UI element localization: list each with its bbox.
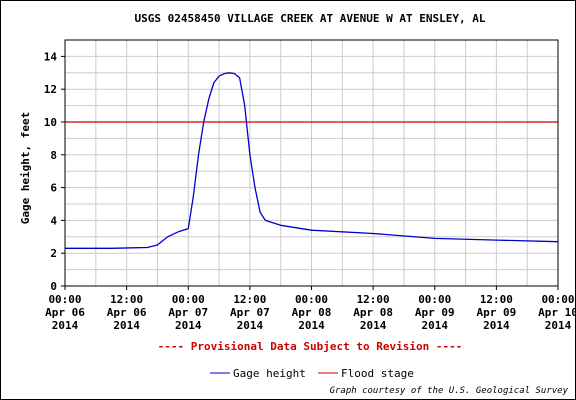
plot-area-border — [64, 39, 559, 287]
legend-label-flood-stage: Flood stage — [341, 367, 414, 380]
x-tick-label: 2014 — [360, 319, 387, 332]
x-tick-label: 12:00 — [357, 293, 390, 306]
series-line-gage-height — [65, 72, 559, 249]
x-tick-label: Apr 06 — [107, 306, 147, 319]
x-tick-label: 2014 — [175, 319, 202, 332]
y-tick-label: 10 — [44, 116, 57, 129]
legend-label-gage-height: Gage height — [233, 367, 306, 380]
y-tick-label: 8 — [50, 149, 57, 162]
x-tick-label: Apr 08 — [353, 306, 393, 319]
x-tick-label: 12:00 — [233, 293, 266, 306]
x-tick-label: 12:00 — [110, 293, 143, 306]
y-tick-label: 4 — [50, 214, 57, 227]
x-tick-label: 2014 — [237, 319, 264, 332]
x-tick-label: 2014 — [545, 319, 572, 332]
x-tick-label: 2014 — [298, 319, 325, 332]
y-tick-label: 2 — [50, 247, 57, 260]
y-tick-label: 12 — [44, 83, 57, 96]
x-tick-label: 12:00 — [480, 293, 513, 306]
x-tick-label: 2014 — [422, 319, 449, 332]
y-tick-label: 0 — [50, 280, 57, 293]
x-tick-label: 2014 — [52, 319, 79, 332]
x-tick-label: Apr 10 — [538, 306, 576, 319]
chart-title: USGS 02458450 VILLAGE CREEK AT AVENUE W … — [135, 12, 486, 25]
x-tick-label: 00:00 — [418, 293, 451, 306]
x-tick-label: 00:00 — [541, 293, 574, 306]
gridlines — [65, 40, 558, 286]
y-axis-label: Gage height, feet — [19, 112, 32, 225]
x-tick-label: Apr 09 — [415, 306, 455, 319]
y-tick-label: 14 — [44, 50, 58, 63]
x-tick-label: Apr 06 — [45, 306, 85, 319]
usgs-credit: Graph courtesy of the U.S. Geological Su… — [330, 386, 569, 396]
x-tick-label: Apr 09 — [477, 306, 517, 319]
y-tick-label: 6 — [50, 182, 57, 195]
x-tick-label: Apr 07 — [168, 306, 208, 319]
x-tick-label: 00:00 — [48, 293, 81, 306]
x-tick-label: 2014 — [113, 319, 140, 332]
x-tick-label: Apr 08 — [292, 306, 332, 319]
y-axis-ticks: 0 2 4 6 8 10 12 14 — [44, 50, 65, 293]
legend: Gage height Flood stage — [210, 367, 414, 380]
x-tick-label: 00:00 — [295, 293, 328, 306]
x-tick-label: 00:00 — [172, 293, 205, 306]
series-group — [65, 72, 559, 249]
x-tick-label: Apr 07 — [230, 306, 270, 319]
provisional-data-note: ---- Provisional Data Subject to Revisio… — [158, 340, 463, 353]
x-tick-label: 2014 — [483, 319, 510, 332]
